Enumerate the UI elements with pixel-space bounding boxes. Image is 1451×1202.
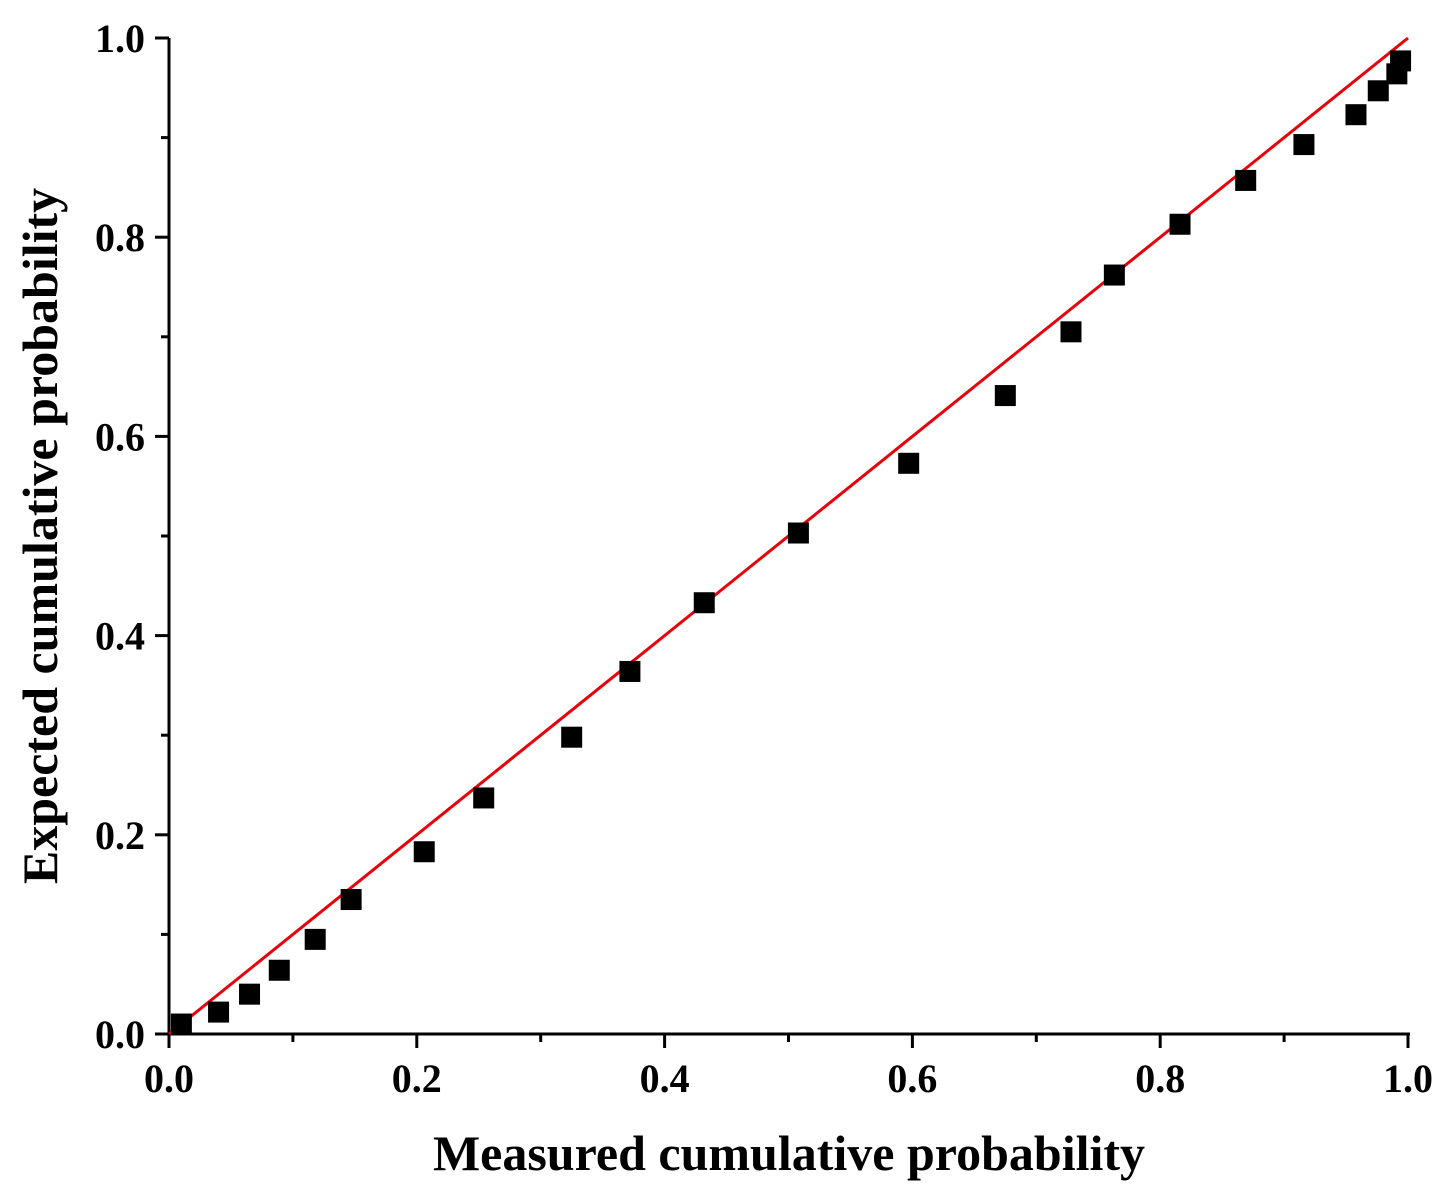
data-point: [304, 928, 326, 950]
data-point: [561, 726, 583, 748]
data-point: [1390, 50, 1412, 72]
data-point: [787, 522, 809, 544]
y-tick-label: 0.2: [95, 813, 145, 858]
data-point: [473, 787, 495, 809]
data-point: [1293, 134, 1315, 156]
data-point: [1367, 80, 1389, 102]
y-tick-label: 0.0: [95, 1012, 145, 1057]
y-tick-label: 0.8: [95, 215, 145, 260]
y-axis-title: Expected cumulative probability: [12, 188, 68, 884]
y-tick-label: 0.6: [95, 414, 145, 459]
x-tick-label: 1.0: [1383, 1056, 1433, 1101]
y-tick-label: 0.4: [95, 614, 145, 659]
x-tick-label: 0.2: [392, 1056, 442, 1101]
data-point: [1103, 264, 1125, 286]
x-tick-label: 0.8: [1135, 1056, 1185, 1101]
ticks: [155, 36, 1410, 1048]
data-point: [413, 841, 435, 863]
tick-labels: 0.0 0.2 0.4 0.6 0.8 1.0 0.0 0.2 0.4 0.6 0.8 1.0: [95, 16, 1433, 1101]
x-axis-title: Measured cumulative probability: [433, 1125, 1145, 1181]
data-point: [1235, 169, 1257, 191]
data-point: [619, 660, 641, 682]
data-points: [170, 50, 1412, 1035]
data-point: [693, 592, 715, 614]
data-point: [239, 983, 261, 1005]
x-tick-label: 0.4: [640, 1056, 690, 1101]
data-point: [268, 959, 290, 981]
data-point: [1060, 321, 1082, 343]
data-point: [1345, 104, 1367, 126]
data-point: [170, 1013, 192, 1035]
y-tick-label: 1.0: [95, 16, 145, 61]
data-point: [340, 889, 362, 911]
data-point: [994, 385, 1016, 407]
data-point: [208, 1001, 230, 1023]
x-tick-label: 0.0: [144, 1056, 194, 1101]
data-point: [898, 452, 920, 474]
data-point: [1169, 213, 1191, 235]
x-tick-label: 0.6: [887, 1056, 937, 1101]
